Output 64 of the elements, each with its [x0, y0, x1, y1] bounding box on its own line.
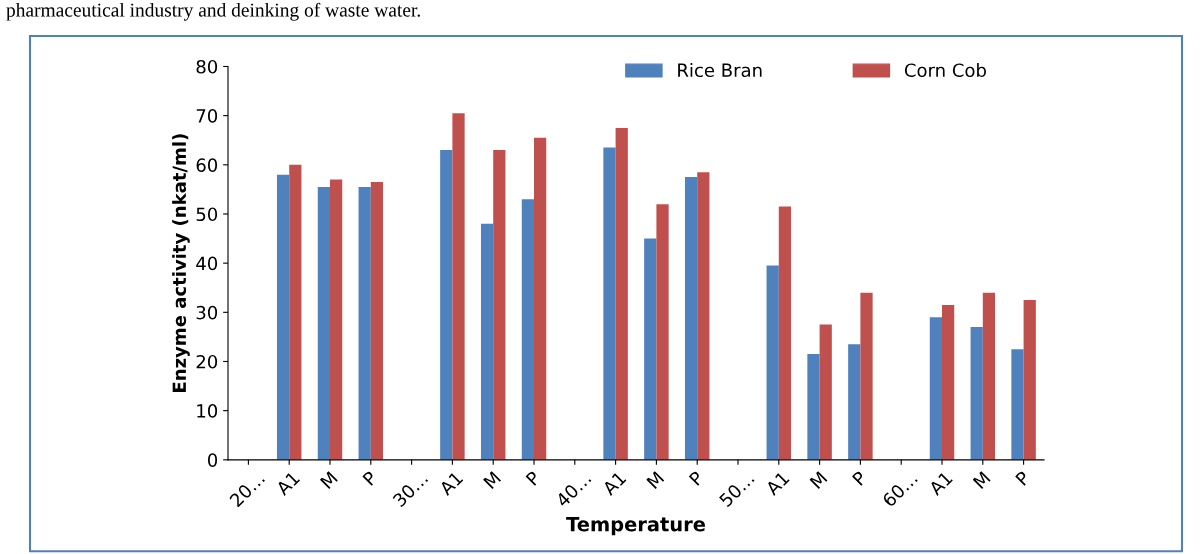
y-tick-label: 20: [196, 354, 218, 369]
x-axis-title: Temperature: [566, 517, 705, 536]
y-tick-label: 40: [196, 256, 218, 271]
x-tick-label: A1: [275, 471, 300, 496]
bar: [440, 150, 453, 460]
x-tick-label: 20…: [228, 471, 266, 508]
bar: [848, 344, 861, 460]
x-tick-label: A1: [764, 471, 790, 496]
bar: [807, 354, 820, 460]
bar: [1011, 349, 1024, 460]
bar: [697, 172, 710, 460]
bar: [778, 206, 792, 460]
x-tick-label: 40…: [554, 471, 592, 508]
x-tick-label: P: [525, 470, 541, 486]
y-axis-title: Enzyme activity (nkat/ml): [172, 134, 190, 392]
y-tick-label: 50: [196, 207, 218, 222]
bar: [521, 199, 534, 460]
x-tick-label: M: [319, 471, 338, 490]
bar: [370, 182, 384, 460]
bar: [860, 292, 873, 460]
text: pharmaceutical industry and deinking of waste water.: [6, 2, 420, 21]
x-tick-label: P: [1015, 470, 1031, 486]
x-tick-label: A1: [927, 471, 953, 496]
y-tick-label: 60: [196, 158, 218, 172]
y-tick-label: 80: [196, 59, 218, 74]
x-tick-label: P: [688, 470, 705, 486]
bar: [644, 238, 657, 460]
y-tick-label: 30: [196, 305, 218, 320]
x-tick-label: 30…: [392, 471, 429, 508]
bar: [1023, 300, 1036, 460]
bar: [615, 127, 628, 460]
x-tick-label: P: [362, 470, 378, 486]
x-tick-label: 60…: [881, 471, 918, 508]
bar: [603, 147, 616, 460]
y-tick-label: 70: [196, 109, 218, 123]
x-tick-label: M: [646, 471, 665, 490]
legend-label: Rice Bran: [678, 63, 762, 78]
bar: [480, 223, 494, 460]
bar: [819, 324, 832, 460]
y-tick-label: 0: [207, 453, 218, 467]
bar: [766, 265, 779, 460]
x-tick-label: M: [809, 471, 828, 490]
bar: [317, 186, 330, 460]
bar: [534, 137, 547, 460]
legend-label: Corn Cob: [904, 63, 986, 78]
bar: [452, 113, 465, 460]
x-tick-label: P: [852, 470, 868, 486]
bar: [942, 304, 955, 460]
y-tick-label: 10: [197, 404, 218, 418]
x-tick-label: A1: [601, 471, 627, 496]
bar: [330, 179, 343, 460]
bar: [982, 292, 996, 460]
bar: [276, 174, 290, 460]
bar: [684, 177, 698, 460]
x-tick-label: M: [972, 471, 991, 490]
bar: [493, 150, 506, 460]
x-tick-label: 50…: [718, 471, 755, 508]
x-tick-label: M: [483, 471, 501, 490]
bar: [970, 327, 983, 460]
bar: [929, 317, 942, 460]
bar: [289, 164, 302, 460]
x-tick-label: A1: [438, 471, 464, 496]
bar: [656, 204, 669, 460]
bar: [358, 186, 371, 460]
